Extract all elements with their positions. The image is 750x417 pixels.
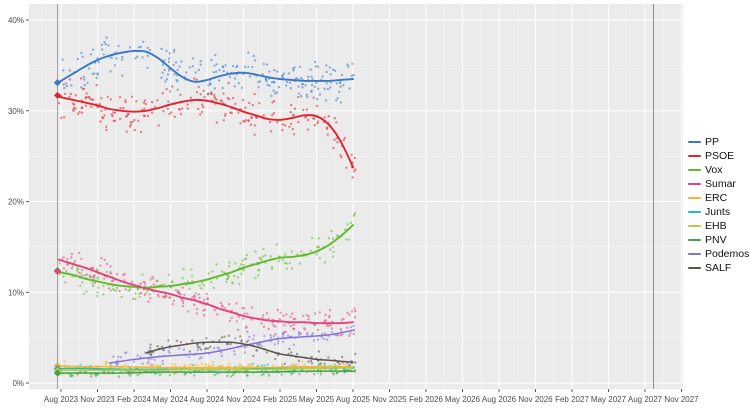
- election-marker-pp: [53, 78, 62, 87]
- x-tick-label: Aug 2027: [628, 395, 663, 404]
- legend-swatch-vox: [688, 169, 701, 171]
- election-marker-pnv: [53, 369, 62, 377]
- legend-swatch-erc: [688, 197, 701, 199]
- legend-item-salf: SALF: [688, 261, 749, 275]
- legend-label-salf: SALF: [705, 262, 732, 274]
- scatter-sumar: [60, 251, 357, 338]
- x-tick-label: May 2026: [445, 395, 481, 404]
- legend-item-pp: PP: [688, 135, 749, 149]
- chart-panel: [29, 4, 683, 389]
- y-tick-label: 10%: [8, 288, 24, 297]
- x-tick-label: Aug 2026: [482, 395, 517, 404]
- x-tick-label: Nov 2027: [664, 395, 699, 404]
- y-axis-labels: 0% 10% 20% 30% 40%: [8, 16, 24, 388]
- trend-line-pp: [56, 49, 354, 84]
- x-tick-label: Nov 2023: [80, 395, 115, 404]
- scatter-psoe: [57, 77, 357, 179]
- x-tick-label: Nov 2025: [372, 395, 407, 404]
- trend-line-salf: [145, 341, 354, 363]
- x-tick-label: May 2025: [299, 395, 335, 404]
- grid-minor: [29, 4, 683, 389]
- x-tick-label: Aug 2025: [336, 395, 371, 404]
- trend-line-sumar: [57, 258, 354, 325]
- x-tick-label: Nov 2024: [226, 395, 261, 404]
- x-tick-label: May 2027: [591, 395, 627, 404]
- trend-line-psoe: [56, 94, 354, 169]
- trend-line-podemos: [108, 329, 354, 364]
- legend-swatch-ehb: [688, 225, 701, 227]
- legend-label-psoe: PSOE: [705, 150, 735, 162]
- legend-item-ehb: EHB: [688, 219, 749, 233]
- x-tick-label: Feb 2024: [117, 395, 151, 404]
- legend-swatch-junts: [688, 211, 701, 213]
- legend-label-junts: Junts: [705, 206, 731, 218]
- grid-major: [29, 4, 683, 389]
- y-tick-label: 40%: [8, 16, 24, 25]
- election-marker-sumar: [53, 267, 62, 276]
- legend-label-podemos: Podemos: [705, 248, 750, 260]
- x-axis-labels: Aug 2023 Nov 2023 Feb 2024 May 2024 Aug 2024…: [44, 395, 699, 404]
- legend-swatch-pnv: [688, 239, 701, 241]
- chart-legend: PP PSOE Vox Sumar ERC Junts EHB PNV Podemos SALF: [688, 135, 749, 275]
- legend-item-psoe: PSOE: [688, 149, 749, 163]
- x-tick-label: Feb 2026: [409, 395, 443, 404]
- axis-ticks: [26, 19, 682, 392]
- legend-label-pnv: PNV: [705, 234, 727, 246]
- legend-swatch-sumar: [688, 183, 701, 185]
- x-tick-label: Feb 2025: [263, 395, 297, 404]
- legend-swatch-psoe: [688, 155, 701, 157]
- legend-item-podemos: Podemos: [688, 247, 749, 261]
- y-tick-label: 30%: [8, 107, 24, 116]
- legend-swatch-salf: [688, 267, 701, 269]
- x-tick-label: Feb 2027: [555, 395, 589, 404]
- x-tick-label: Aug 2023: [44, 395, 79, 404]
- legend-label-ehb: EHB: [705, 220, 727, 232]
- legend-label-sumar: Sumar: [705, 178, 736, 190]
- trend-line-ehb: [56, 366, 354, 372]
- legend-swatch-pp: [688, 141, 701, 143]
- x-tick-label: Aug 2024: [190, 395, 225, 404]
- legend-label-pp: PP: [705, 136, 720, 148]
- x-tick-label: Nov 2026: [518, 395, 553, 404]
- y-tick-label: 0%: [12, 379, 24, 388]
- election-marker-psoe: [53, 91, 62, 100]
- trend-line-vox: [56, 224, 354, 289]
- legend-item-erc: ERC: [688, 191, 749, 205]
- x-tick-label: May 2024: [153, 395, 189, 404]
- legend-item-junts: Junts: [688, 205, 749, 219]
- y-tick-label: 20%: [8, 198, 24, 207]
- legend-swatch-podemos: [688, 253, 701, 255]
- trend-line-pnv: [56, 370, 354, 374]
- legend-item-vox: Vox: [688, 163, 749, 177]
- legend-item-pnv: PNV: [688, 233, 749, 247]
- legend-label-erc: ERC: [705, 192, 728, 204]
- legend-label-vox: Vox: [705, 164, 723, 176]
- trend-line-erc: [56, 365, 354, 369]
- legend-item-sumar: Sumar: [688, 177, 749, 191]
